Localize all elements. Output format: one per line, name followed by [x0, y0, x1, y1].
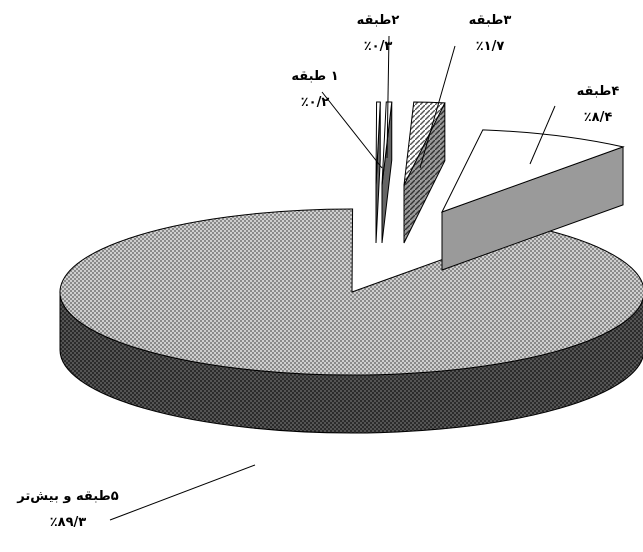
slice-label-3: ۳طبقه ٪۱/۷ — [469, 13, 512, 54]
leader-line-5 — [109, 464, 256, 521]
pie-slice-4 — [440, 129, 625, 271]
leader-line-4 — [529, 105, 556, 165]
slice-value-label: ٪۸۹/۳ — [50, 515, 87, 530]
slice-name-label: ۲طبقه — [357, 13, 400, 28]
leader-line-1 — [321, 91, 383, 169]
leader-line-3 — [419, 45, 456, 169]
slice-name-label: ۱ طبقه — [291, 69, 338, 84]
pie-slice-2 — [381, 101, 393, 244]
slice-value-label: ٪۰/۳ — [364, 39, 393, 54]
pie-slice-3 — [403, 101, 446, 244]
slice-value-label: ٪۸/۴ — [584, 110, 613, 125]
pie-slice-top-3 — [403, 101, 446, 186]
pie-slice-1 — [375, 101, 381, 244]
slice-label-4: ۴طبقه ٪۸/۴ — [577, 84, 620, 125]
slice-name-label: ۳طبقه — [469, 13, 512, 28]
slice-label-5: ۵طبقه و بیش‌تر ٪۸۹/۳ — [16, 489, 118, 530]
slice-name-label: ۴طبقه — [577, 84, 620, 99]
pie-slice-top-5 — [59, 208, 643, 376]
slice-name-label: ۵طبقه و بیش‌تر — [16, 489, 118, 504]
slice-label-2: ۲طبقه ٪۰/۳ — [357, 13, 400, 54]
leader-line-2 — [386, 35, 390, 159]
pie-slice-5 — [59, 208, 643, 434]
slice-value-label: ٪۰/۲ — [301, 95, 330, 110]
slice-value-label: ٪۱/۷ — [476, 39, 505, 54]
pie-slice-top-1 — [375, 101, 381, 186]
pie-slice-top-4 — [440, 129, 625, 213]
slice-label-1: ۱ طبقه ٪۰/۲ — [291, 69, 338, 110]
